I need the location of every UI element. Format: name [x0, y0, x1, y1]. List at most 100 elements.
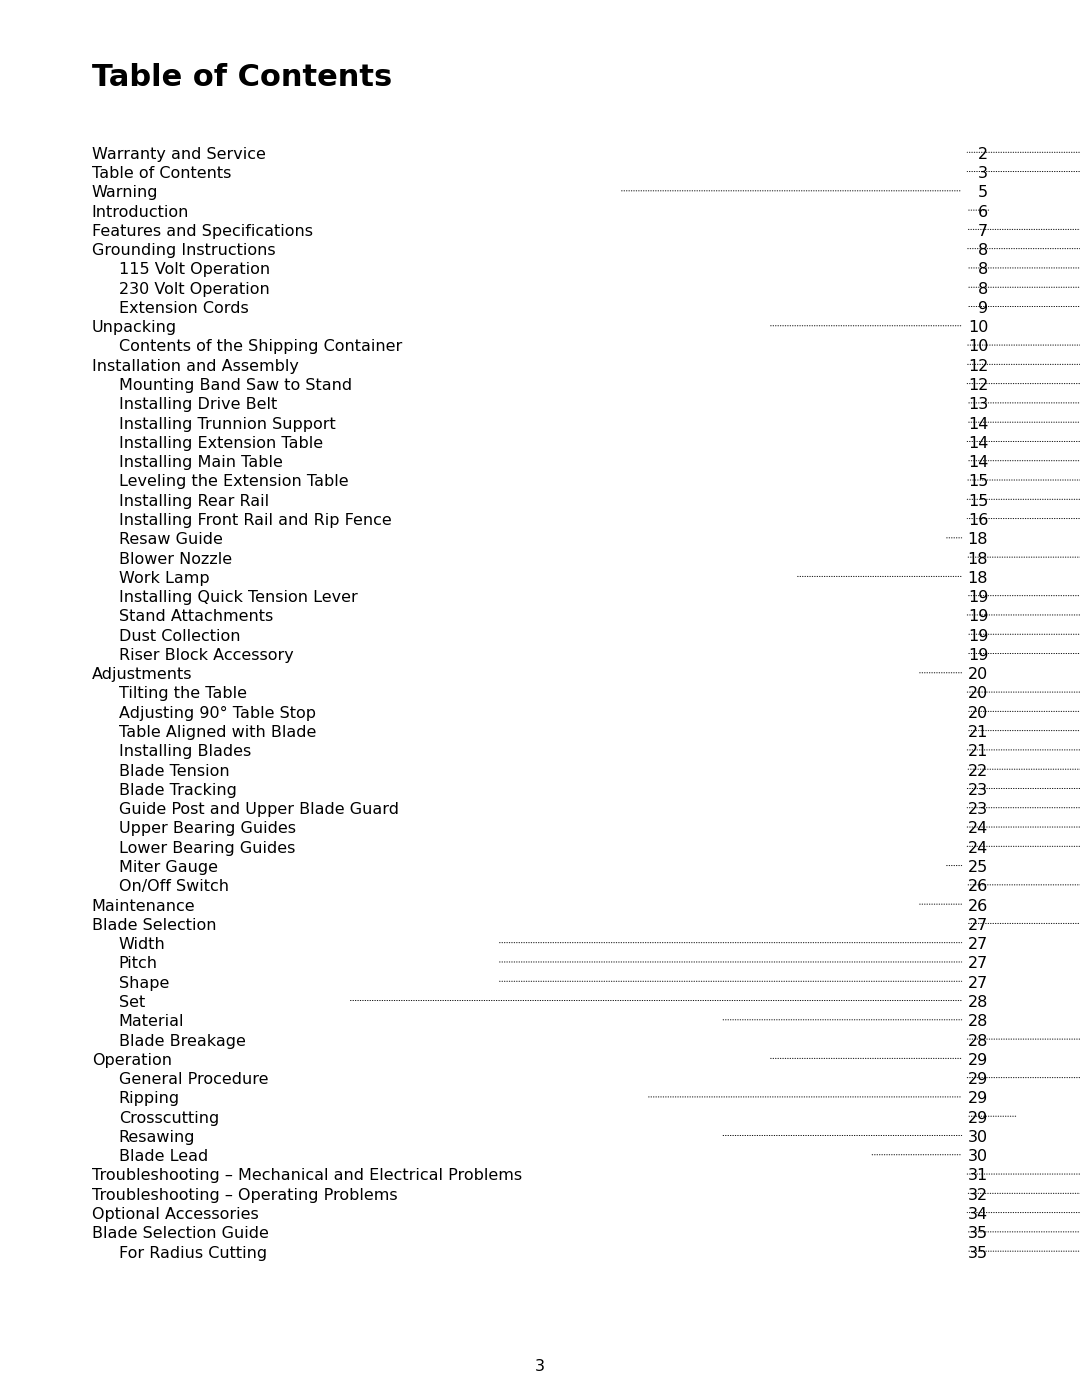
Text: Set: Set — [119, 995, 145, 1010]
Text: 19: 19 — [968, 629, 988, 644]
Text: Resaw Guide: Resaw Guide — [119, 532, 222, 548]
Text: 21: 21 — [968, 725, 988, 740]
Text: 31: 31 — [968, 1168, 988, 1183]
Text: 23: 23 — [968, 782, 988, 798]
Text: 27: 27 — [968, 937, 988, 953]
Text: Installing Front Rail and Rip Fence: Installing Front Rail and Rip Fence — [119, 513, 392, 528]
Text: Table of Contents: Table of Contents — [92, 166, 231, 182]
Text: 30: 30 — [968, 1130, 988, 1146]
Text: 14: 14 — [968, 436, 988, 451]
Text: 19: 19 — [968, 648, 988, 664]
Text: 26: 26 — [968, 879, 988, 894]
Text: 14: 14 — [968, 416, 988, 432]
Text: Blade Breakage: Blade Breakage — [119, 1034, 245, 1049]
Text: Maintenance: Maintenance — [92, 898, 195, 914]
Text: 13: 13 — [968, 397, 988, 412]
Text: 27: 27 — [968, 957, 988, 971]
Text: 18: 18 — [968, 532, 988, 548]
Text: 7: 7 — [978, 224, 988, 239]
Text: 18: 18 — [968, 571, 988, 585]
Text: Installation and Assembly: Installation and Assembly — [92, 359, 299, 374]
Text: Leveling the Extension Table: Leveling the Extension Table — [119, 475, 349, 489]
Text: 3: 3 — [978, 166, 988, 182]
Text: Material: Material — [119, 1014, 185, 1030]
Text: Installing Rear Rail: Installing Rear Rail — [119, 493, 269, 509]
Text: 27: 27 — [968, 975, 988, 990]
Text: Ripping: Ripping — [119, 1091, 180, 1106]
Text: Installing Main Table: Installing Main Table — [119, 455, 283, 471]
Text: 3: 3 — [535, 1359, 545, 1373]
Text: 32: 32 — [968, 1187, 988, 1203]
Text: 21: 21 — [968, 745, 988, 760]
Text: 29: 29 — [968, 1071, 988, 1087]
Text: 35: 35 — [968, 1227, 988, 1242]
Text: Extension Cords: Extension Cords — [119, 300, 248, 316]
Text: Blade Selection Guide: Blade Selection Guide — [92, 1227, 269, 1242]
Text: 28: 28 — [968, 995, 988, 1010]
Text: 34: 34 — [968, 1207, 988, 1222]
Text: 8: 8 — [978, 243, 988, 258]
Text: 23: 23 — [968, 802, 988, 817]
Text: 28: 28 — [968, 1034, 988, 1049]
Text: Resawing: Resawing — [119, 1130, 195, 1146]
Text: Warning: Warning — [92, 186, 159, 200]
Text: 2: 2 — [978, 147, 988, 162]
Text: Riser Block Accessory: Riser Block Accessory — [119, 648, 294, 664]
Text: 20: 20 — [968, 668, 988, 682]
Text: Stand Attachments: Stand Attachments — [119, 609, 273, 624]
Text: 29: 29 — [968, 1053, 988, 1067]
Text: Guide Post and Upper Blade Guard: Guide Post and Upper Blade Guard — [119, 802, 399, 817]
Text: 12: 12 — [968, 359, 988, 374]
Text: Troubleshooting – Operating Problems: Troubleshooting – Operating Problems — [92, 1187, 397, 1203]
Text: 8: 8 — [978, 282, 988, 296]
Text: Dust Collection: Dust Collection — [119, 629, 241, 644]
Text: Crosscutting: Crosscutting — [119, 1111, 219, 1126]
Text: 30: 30 — [968, 1150, 988, 1164]
Text: General Procedure: General Procedure — [119, 1071, 268, 1087]
Text: Pitch: Pitch — [119, 957, 158, 971]
Text: Installing Drive Belt: Installing Drive Belt — [119, 397, 278, 412]
Text: 10: 10 — [968, 339, 988, 355]
Text: 19: 19 — [968, 590, 988, 605]
Text: Upper Bearing Guides: Upper Bearing Guides — [119, 821, 296, 837]
Text: 6: 6 — [978, 204, 988, 219]
Text: 5: 5 — [978, 186, 988, 200]
Text: Contents of the Shipping Container: Contents of the Shipping Container — [119, 339, 402, 355]
Text: Tilting the Table: Tilting the Table — [119, 686, 247, 701]
Text: 27: 27 — [968, 918, 988, 933]
Text: 14: 14 — [968, 455, 988, 471]
Text: 35: 35 — [968, 1246, 988, 1260]
Text: 19: 19 — [968, 609, 988, 624]
Text: 29: 29 — [968, 1091, 988, 1106]
Text: Mounting Band Saw to Stand: Mounting Band Saw to Stand — [119, 379, 352, 393]
Text: 26: 26 — [968, 898, 988, 914]
Text: 24: 24 — [968, 821, 988, 837]
Text: Adjusting 90° Table Stop: Adjusting 90° Table Stop — [119, 705, 315, 721]
Text: Width: Width — [119, 937, 165, 953]
Text: 115 Volt Operation: 115 Volt Operation — [119, 263, 270, 278]
Text: Warranty and Service: Warranty and Service — [92, 147, 266, 162]
Text: Installing Extension Table: Installing Extension Table — [119, 436, 323, 451]
Text: On/Off Switch: On/Off Switch — [119, 879, 229, 894]
Text: 25: 25 — [968, 861, 988, 875]
Text: Lower Bearing Guides: Lower Bearing Guides — [119, 841, 295, 856]
Text: Troubleshooting – Mechanical and Electrical Problems: Troubleshooting – Mechanical and Electri… — [92, 1168, 522, 1183]
Text: 9: 9 — [978, 300, 988, 316]
Text: 10: 10 — [968, 320, 988, 335]
Text: Table Aligned with Blade: Table Aligned with Blade — [119, 725, 316, 740]
Text: 29: 29 — [968, 1111, 988, 1126]
Text: Adjustments: Adjustments — [92, 668, 192, 682]
Text: 20: 20 — [968, 686, 988, 701]
Text: 230 Volt Operation: 230 Volt Operation — [119, 282, 270, 296]
Text: Unpacking: Unpacking — [92, 320, 177, 335]
Text: Blade Lead: Blade Lead — [119, 1150, 208, 1164]
Text: 15: 15 — [968, 475, 988, 489]
Text: Introduction: Introduction — [92, 204, 189, 219]
Text: 22: 22 — [968, 764, 988, 778]
Text: Blade Selection: Blade Selection — [92, 918, 216, 933]
Text: Blower Nozzle: Blower Nozzle — [119, 552, 232, 567]
Text: 20: 20 — [968, 705, 988, 721]
Text: Table of Contents: Table of Contents — [92, 63, 392, 92]
Text: Blade Tracking: Blade Tracking — [119, 782, 237, 798]
Text: 15: 15 — [968, 493, 988, 509]
